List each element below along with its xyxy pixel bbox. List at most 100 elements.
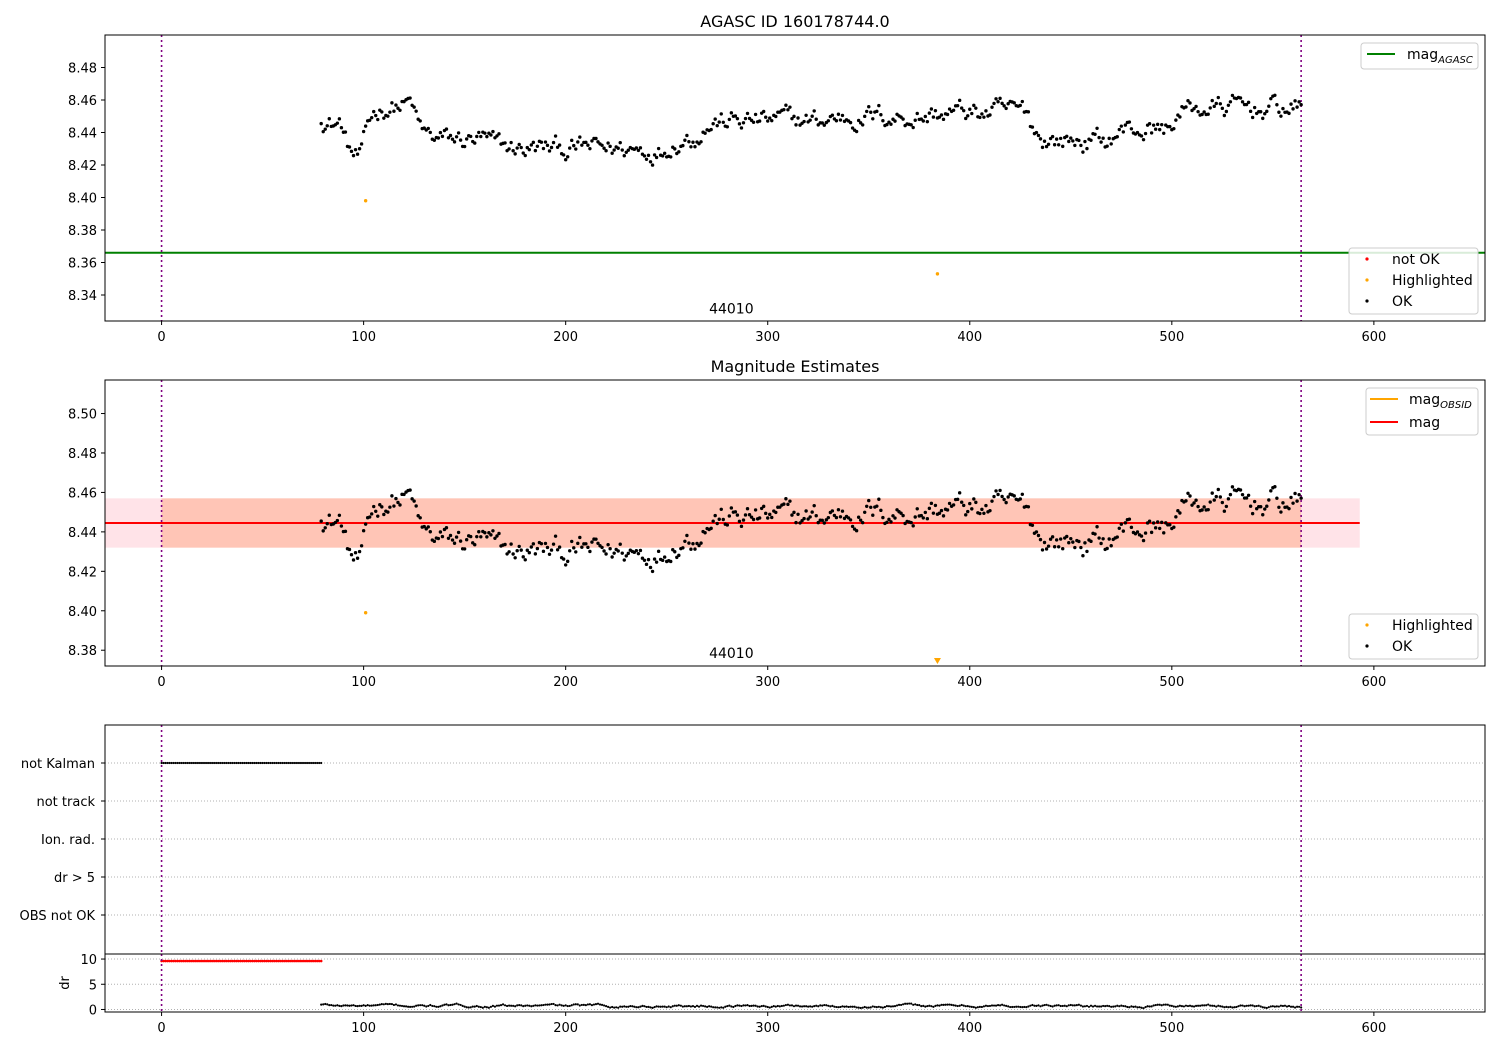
- ok-point: [689, 547, 693, 551]
- ok-point: [1042, 540, 1047, 545]
- dr-point: [1201, 1004, 1204, 1007]
- dr-point: [1257, 1004, 1260, 1007]
- flag-point: [253, 761, 256, 765]
- dr-point: [1063, 1004, 1066, 1007]
- flag-point: [166, 761, 169, 765]
- ok-point: [343, 529, 348, 534]
- dr-point: [631, 1005, 634, 1008]
- dr-flagged-point: [275, 959, 279, 963]
- dr-point: [1130, 1005, 1133, 1008]
- ok-point: [412, 499, 416, 503]
- ok-point: [523, 153, 527, 158]
- ok-point: [998, 488, 1002, 493]
- ok-point: [1155, 122, 1160, 127]
- ok-point: [1123, 123, 1128, 127]
- ok-point: [359, 142, 364, 146]
- dr-flagged-point: [239, 959, 242, 963]
- ok-point: [662, 151, 667, 155]
- flag-point: [273, 761, 276, 765]
- dr-point: [643, 1005, 646, 1008]
- dr-point: [362, 1004, 365, 1007]
- ok-point: [1162, 131, 1166, 136]
- dr-flagged-point: [311, 959, 315, 963]
- ok-point: [693, 144, 697, 149]
- ok-point: [782, 107, 786, 112]
- dr-point: [1057, 1004, 1060, 1007]
- dr-point: [932, 1005, 935, 1008]
- dr-point: [786, 1003, 790, 1006]
- dr-point: [538, 1004, 541, 1007]
- flag-label: OBS not OK: [20, 909, 96, 924]
- dr-point: [510, 1004, 513, 1007]
- ok-point: [606, 141, 610, 145]
- ok-point: [1295, 105, 1299, 109]
- dr-point: [699, 1004, 703, 1007]
- ok-point: [1067, 139, 1071, 144]
- ok-point: [357, 147, 362, 151]
- ok-point: [507, 147, 511, 151]
- flag-point: [180, 761, 183, 765]
- flag-point: [188, 761, 191, 765]
- dr-point: [754, 1004, 757, 1007]
- ok-point: [1178, 511, 1182, 515]
- y-tick-label: 8.46: [68, 486, 97, 501]
- dr-point: [792, 1005, 796, 1008]
- ok-point: [349, 149, 354, 154]
- dr-point: [720, 1006, 723, 1009]
- dr-flagged-point: [317, 959, 321, 963]
- ok-point: [957, 491, 962, 495]
- dr-point: [1093, 1004, 1097, 1007]
- flag-point: [168, 761, 171, 765]
- ok-point: [840, 113, 845, 118]
- dr-flagged-point: [269, 959, 272, 963]
- dr-point: [1192, 1005, 1196, 1008]
- flag-point: [259, 761, 262, 765]
- dr-point: [435, 1005, 438, 1008]
- ok-point: [549, 548, 554, 552]
- dr-point: [802, 1005, 806, 1008]
- dr-point: [1142, 1007, 1145, 1010]
- dr-point: [1104, 1005, 1107, 1008]
- dr-point: [1031, 1003, 1034, 1007]
- ok-point: [972, 497, 976, 501]
- dr-point: [1199, 1004, 1202, 1007]
- ok-point: [1202, 505, 1206, 509]
- ok-point: [796, 512, 800, 516]
- x-tick-label: 600: [1361, 675, 1386, 690]
- dr-point: [459, 1003, 462, 1007]
- dr-point: [548, 1003, 551, 1006]
- ok-point: [1097, 536, 1101, 540]
- ok-point: [1240, 492, 1245, 497]
- dr-point: [764, 1005, 767, 1008]
- ok-point: [1020, 99, 1025, 104]
- ok-point: [648, 160, 653, 164]
- ok-point: [778, 505, 782, 509]
- dr-flagged-point: [192, 959, 196, 963]
- dr-flagged-point: [285, 959, 289, 963]
- ok-point: [735, 116, 740, 121]
- ok-point: [719, 112, 723, 116]
- ok-point: [1196, 504, 1200, 509]
- dr-point: [1065, 1005, 1068, 1008]
- dr-point: [629, 1004, 632, 1008]
- dr-point: [881, 1006, 884, 1009]
- ok-point: [802, 516, 806, 521]
- ok-point: [1018, 103, 1022, 108]
- ok-point: [622, 558, 626, 562]
- ok-point: [1149, 131, 1154, 135]
- ok-point: [428, 130, 433, 135]
- ok-point: [1006, 495, 1010, 499]
- ok-point: [446, 536, 451, 540]
- ok-point: [644, 157, 649, 161]
- flag-point: [227, 761, 230, 765]
- ok-point: [1151, 123, 1156, 127]
- y-tick-label: 10: [80, 953, 97, 968]
- ok-point: [1299, 103, 1303, 107]
- ok-point: [1099, 140, 1103, 144]
- ok-point: [1135, 130, 1140, 135]
- dr-point: [1237, 1005, 1240, 1008]
- ok-point: [893, 516, 897, 520]
- dr-point: [499, 1003, 503, 1007]
- flag-point: [231, 761, 234, 765]
- ok-point: [503, 141, 507, 145]
